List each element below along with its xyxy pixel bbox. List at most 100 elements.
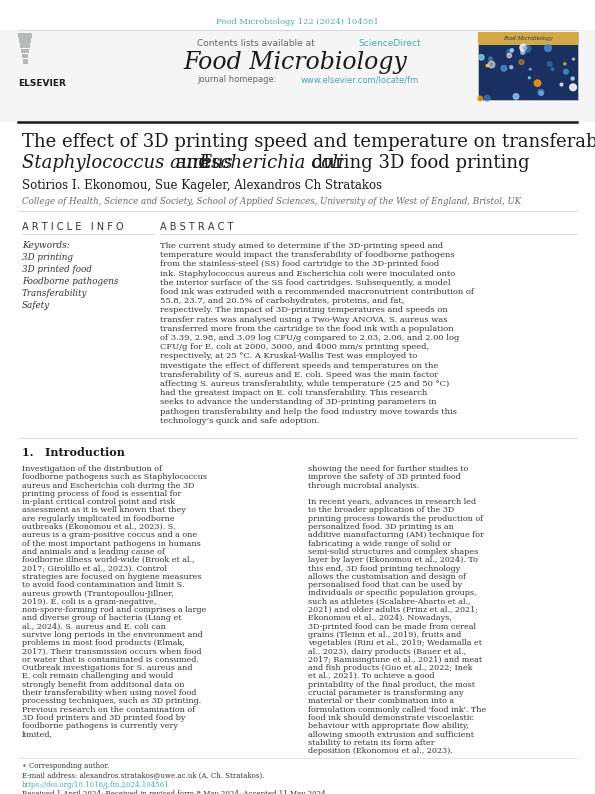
Bar [20, 44, 30, 48]
Text: 3D-printed food can be made from cereal: 3D-printed food can be made from cereal [308, 622, 476, 630]
Text: personalised food that can be used by: personalised food that can be used by [308, 581, 462, 589]
Text: The current study aimed to determine if the 3D-printing speed and: The current study aimed to determine if … [160, 242, 443, 250]
Text: E. coli remain challenging and would: E. coli remain challenging and would [22, 673, 173, 680]
Text: in-plant critical control point and risk: in-plant critical control point and risk [22, 498, 175, 507]
Text: grains (Tleinn et al., 2019), fruits and: grains (Tleinn et al., 2019), fruits and [308, 631, 461, 639]
Circle shape [484, 95, 490, 101]
Text: food ink should demonstrate viscoelastic: food ink should demonstrate viscoelastic [308, 714, 474, 722]
Text: ∗ Corresponding author.: ∗ Corresponding author. [22, 762, 109, 770]
Bar [19, 38, 31, 43]
Text: Staphylococcus aureus: Staphylococcus aureus [22, 154, 233, 172]
Text: Received 1 April 2024; Received in revised form 8 May 2024; Accepted 11 May 2024: Received 1 April 2024; Received in revis… [22, 790, 325, 794]
Text: foodborne pathogens such as Staphylococcus: foodborne pathogens such as Staphylococc… [22, 473, 207, 481]
Text: personalized food. 3D printing is an: personalized food. 3D printing is an [308, 523, 454, 531]
Text: 2017; Girolillo et al., 2023). Control: 2017; Girolillo et al., 2023). Control [22, 565, 167, 572]
Text: Ekonomou et al., 2024). Nowadays,: Ekonomou et al., 2024). Nowadays, [308, 615, 452, 622]
Text: additive manufacturing (AM) technique for: additive manufacturing (AM) technique fo… [308, 531, 484, 539]
Text: of the most important pathogens in humans: of the most important pathogens in human… [22, 540, 201, 548]
Circle shape [488, 57, 493, 61]
Text: to avoid food contamination and limit S.: to avoid food contamination and limit S. [22, 581, 184, 589]
Text: Food Microbiology: Food Microbiology [503, 36, 553, 41]
Text: during 3D food printing: during 3D food printing [306, 154, 530, 172]
Text: https://doi.org/10.1016/j.fm.2024.104561: https://doi.org/10.1016/j.fm.2024.104561 [22, 781, 170, 789]
Text: allows the customisation and design of: allows the customisation and design of [308, 573, 466, 581]
Circle shape [530, 68, 531, 70]
Text: pathogen transferability and help the food industry move towards this: pathogen transferability and help the fo… [160, 407, 457, 415]
Bar [23, 59, 27, 64]
Text: technology’s quick and safe adoption.: technology’s quick and safe adoption. [160, 417, 320, 425]
Text: 3D printing: 3D printing [22, 253, 73, 263]
Text: transferred more from the cartridge to the food ink with a population: transferred more from the cartridge to t… [160, 325, 453, 333]
Text: Food Microbiology: Food Microbiology [183, 52, 407, 75]
Circle shape [501, 65, 507, 71]
Bar [18, 33, 32, 37]
Text: journal homepage:: journal homepage: [197, 75, 279, 84]
Bar [0, 30, 595, 122]
Circle shape [563, 69, 568, 74]
Text: Safety: Safety [22, 302, 50, 310]
Bar [478, 32, 578, 100]
Text: respectively, at 25 °C. A Kruskal-Wallis Test was employed to: respectively, at 25 °C. A Kruskal-Wallis… [160, 353, 417, 360]
Text: their transferability when using novel food: their transferability when using novel f… [22, 689, 196, 697]
Text: 2021) and older adults (Prinz et al., 2021;: 2021) and older adults (Prinz et al., 20… [308, 606, 478, 614]
Text: this end, 3D food printing technology: this end, 3D food printing technology [308, 565, 461, 572]
Text: or water that is contaminated is consumed.: or water that is contaminated is consume… [22, 656, 199, 664]
Text: A R T I C L E   I N F O: A R T I C L E I N F O [22, 222, 124, 232]
Text: semi-solid structures and complex shapes: semi-solid structures and complex shapes [308, 548, 478, 556]
Text: stability to retain its form after: stability to retain its form after [308, 739, 434, 747]
Text: seeks to advance the understanding of 3D-printing parameters in: seeks to advance the understanding of 3D… [160, 399, 437, 407]
Text: problems in most food products (Elmak,: problems in most food products (Elmak, [22, 639, 185, 647]
Circle shape [534, 80, 541, 87]
Text: 1.   Introduction: 1. Introduction [22, 448, 125, 458]
Text: are regularly implicated in foodborne: are regularly implicated in foodborne [22, 515, 174, 522]
Text: aureus and Escherichia coli during the 3D: aureus and Escherichia coli during the 3… [22, 482, 195, 490]
Text: Escherichia coli: Escherichia coli [198, 154, 344, 172]
Text: College of Health, Science and Society, School of Applied Sciences, University o: College of Health, Science and Society, … [22, 196, 521, 206]
Circle shape [560, 83, 563, 86]
Text: limited,: limited, [22, 730, 53, 738]
Text: 3D printed food: 3D printed food [22, 265, 92, 275]
Circle shape [506, 49, 512, 55]
Text: improve the safety of 3D printed food: improve the safety of 3D printed food [308, 473, 461, 481]
Text: Food Microbiology 122 (2024) 104561: Food Microbiology 122 (2024) 104561 [215, 18, 378, 26]
Text: to the broader application of the 3D: to the broader application of the 3D [308, 507, 454, 515]
Text: allowing smooth extrusion and sufficient: allowing smooth extrusion and sufficient [308, 730, 474, 738]
Text: Sotirios I. Ekonomou, Sue Kageler, Alexandros Ch Stratakos: Sotirios I. Ekonomou, Sue Kageler, Alexa… [22, 179, 382, 192]
Text: temperature would impact the transferability of foodborne pathogens: temperature would impact the transferabi… [160, 251, 455, 259]
Circle shape [486, 64, 488, 67]
Text: al., 2023), dairy products (Bauer et al.,: al., 2023), dairy products (Bauer et al.… [308, 648, 466, 656]
Text: strongly benefit from additional data on: strongly benefit from additional data on [22, 680, 184, 689]
Circle shape [528, 77, 530, 79]
Text: affecting S. aureus transferability, while temperature (25 and 50 °C): affecting S. aureus transferability, whi… [160, 380, 449, 388]
Text: outbreaks (Ekonomou et al., 2023). S.: outbreaks (Ekonomou et al., 2023). S. [22, 523, 176, 531]
Text: Keywords:: Keywords: [22, 241, 70, 250]
Text: vegetables (Rini et al., 2019; Wedamalla et: vegetables (Rini et al., 2019; Wedamalla… [308, 639, 482, 647]
Text: from the stainless-steel (SS) food cartridge to the 3D-printed food: from the stainless-steel (SS) food cartr… [160, 260, 439, 268]
Text: ink. Staphylococcus aureus and Escherichia coli were inoculated onto: ink. Staphylococcus aureus and Escherich… [160, 270, 455, 278]
Text: fabricating a wide range of solid or: fabricating a wide range of solid or [308, 540, 451, 548]
Circle shape [547, 62, 552, 67]
Text: crucial parameter is transforming any: crucial parameter is transforming any [308, 689, 464, 697]
Circle shape [520, 44, 527, 51]
Text: assessment as it is well known that they: assessment as it is well known that they [22, 507, 186, 515]
Text: deposition (Ekonomou et al., 2023).: deposition (Ekonomou et al., 2023). [308, 747, 453, 755]
Text: had the greatest impact on E. coli transferability. This research: had the greatest impact on E. coli trans… [160, 389, 427, 397]
Text: processing techniques, such as 3D printing.: processing techniques, such as 3D printi… [22, 697, 201, 705]
Circle shape [524, 45, 531, 52]
Text: al., 2024). S. aureus and E. coli can: al., 2024). S. aureus and E. coli can [22, 622, 166, 630]
Text: printing process of food is essential for: printing process of food is essential fo… [22, 490, 181, 498]
Text: 2017). Their transmission occurs when food: 2017). Their transmission occurs when fo… [22, 648, 202, 656]
Bar [478, 32, 578, 45]
Text: of 3.39, 2.98, and 3.09 log CFU/g compared to 2.03, 2.06, and 2.00 log: of 3.39, 2.98, and 3.09 log CFU/g compar… [160, 334, 459, 342]
Bar [21, 48, 29, 53]
Text: investigate the effect of different speeds and temperatures on the: investigate the effect of different spee… [160, 361, 439, 369]
Text: behaviour with appropriate flow ability,: behaviour with appropriate flow ability, [308, 723, 469, 730]
Text: Investigation of the distribution of: Investigation of the distribution of [22, 465, 162, 473]
Text: and: and [170, 154, 215, 172]
Text: www.elsevier.com/locate/fm: www.elsevier.com/locate/fm [301, 75, 419, 84]
Text: material or their combination into a: material or their combination into a [308, 697, 454, 705]
Circle shape [571, 77, 574, 80]
Text: transferability of S. aureus and E. coli. Speed was the main factor: transferability of S. aureus and E. coli… [160, 371, 439, 379]
Text: CFU/g for E. coli at 2000, 3000, and 4000 mm/s printing speed,: CFU/g for E. coli at 2000, 3000, and 400… [160, 343, 429, 351]
Circle shape [563, 63, 566, 65]
